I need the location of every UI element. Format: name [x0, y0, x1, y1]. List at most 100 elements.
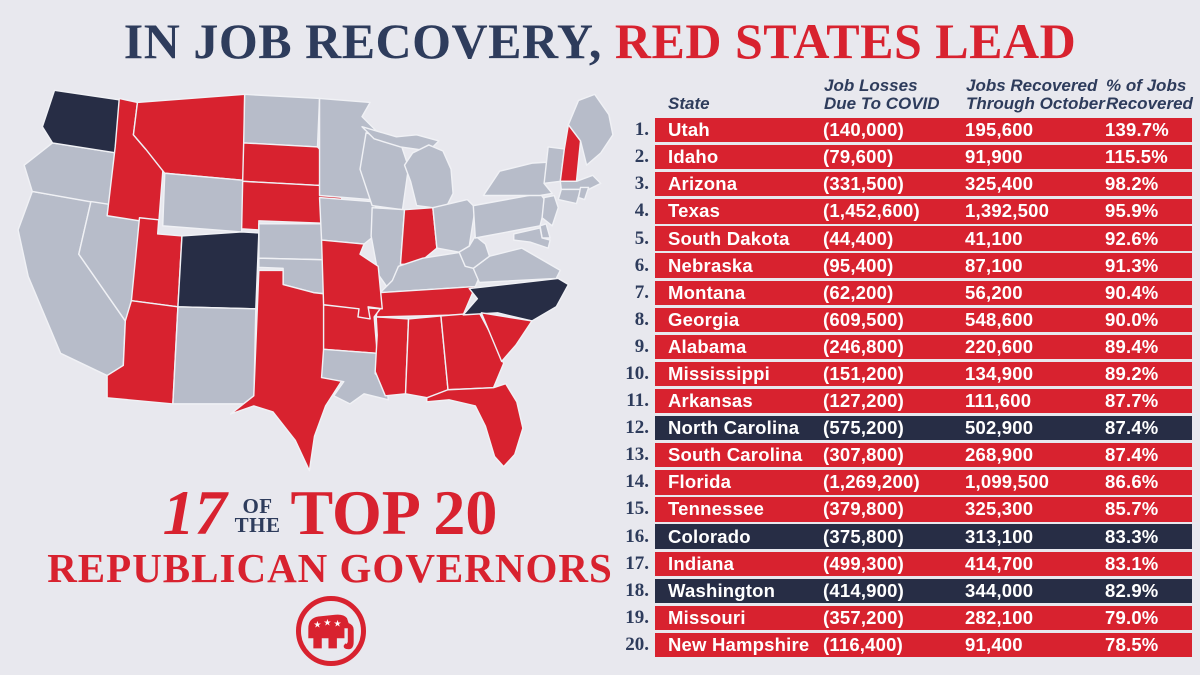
row-bar: Montana (62,200) 56,200 90.4%: [655, 280, 1192, 305]
star-icon: ★: [323, 618, 331, 628]
state-md: [513, 227, 551, 249]
row-recovered: 344,000: [965, 579, 1034, 601]
row-rank: 14.: [625, 471, 649, 493]
row-bar: Idaho (79,600) 91,900 115.5%: [655, 145, 1192, 170]
row-state: Nebraska: [668, 254, 753, 276]
row-rank: 9.: [634, 335, 649, 357]
row-losses: (1,269,200): [823, 471, 920, 493]
row-rank: 10.: [625, 362, 649, 384]
state-me: [567, 93, 614, 166]
row-bar: Washington (414,900) 344,000 82.9%: [655, 578, 1192, 603]
row-bar: Georgia (609,500) 548,600 90.0%: [655, 307, 1192, 332]
row-losses: (609,500): [823, 308, 904, 330]
row-bar: Tennessee (379,800) 325,300 85.7%: [655, 497, 1192, 522]
row-state: South Dakota: [668, 227, 790, 249]
row-rank: 19.: [625, 606, 649, 628]
row-pct: 89.2%: [1105, 362, 1159, 384]
row-pct: 91.3%: [1105, 254, 1159, 276]
table-row: 14. Florida (1,269,200) 1,099,500 86.6%: [622, 470, 1192, 495]
row-rank: 3.: [634, 173, 649, 195]
logo-ring: [296, 596, 366, 666]
state-fl: [426, 382, 524, 468]
table-row: 15. Tennessee (379,800) 325,300 85.7%: [622, 497, 1192, 522]
row-state: Colorado: [668, 525, 751, 547]
row-pct: 89.4%: [1105, 335, 1159, 357]
row-recovered: 220,600: [965, 335, 1034, 357]
row-rank: 2.: [634, 146, 649, 168]
state-nd: [242, 93, 321, 148]
row-bar: Texas (1,452,600) 1,392,500 95.9%: [655, 199, 1192, 224]
row-losses: (379,800): [823, 498, 904, 520]
row-bar: Colorado (375,800) 313,100 83.3%: [655, 524, 1192, 549]
row-losses: (79,600): [823, 146, 894, 168]
row-pct: 98.2%: [1105, 173, 1159, 195]
row-pct: 86.6%: [1105, 471, 1159, 493]
state-ut: [130, 217, 183, 308]
row-bar: South Dakota (44,400) 41,100 92.6%: [655, 226, 1192, 251]
state-in: [399, 206, 438, 266]
row-bar: South Carolina (307,800) 268,900 87.4%: [655, 443, 1192, 468]
title-prefix: IN JOB RECOVERY,: [123, 13, 615, 69]
table-row: 7. Montana (62,200) 56,200 90.4%: [622, 280, 1192, 305]
row-rank: 18.: [625, 579, 649, 601]
elephant-icon: ★ ★ ★: [308, 614, 354, 650]
state-ri: [577, 186, 590, 201]
row-pct: 87.4%: [1105, 417, 1159, 439]
state-nm: [172, 306, 257, 405]
row-losses: (246,800): [823, 335, 904, 357]
state-wv: [458, 235, 491, 270]
state-wa: [41, 89, 125, 154]
star-icon: ★: [313, 619, 321, 629]
tagline-line2: REPUBLICAN GOVERNORS: [47, 544, 613, 591]
row-rank: 6.: [634, 254, 649, 276]
row-state: Florida: [668, 471, 732, 493]
row-losses: (331,500): [823, 173, 904, 195]
row-recovered: 195,600: [965, 119, 1034, 141]
tagline-count: 17: [162, 477, 227, 548]
state-ar: [322, 304, 381, 355]
state-oh: [432, 198, 477, 253]
tagline-of: OF: [242, 493, 273, 518]
row-recovered: 268,900: [965, 444, 1034, 466]
page-title: IN JOB RECOVERY, RED STATES LEAD: [0, 12, 1200, 70]
state-mo: [320, 239, 383, 320]
row-losses: (1,452,600): [823, 200, 920, 222]
table-row: 13. South Carolina (307,800) 268,900 87.4%: [622, 443, 1192, 468]
table-row: 4. Texas (1,452,600) 1,392,500 95.9%: [622, 199, 1192, 224]
table-row: 2. Idaho (79,600) 91,900 115.5%: [622, 145, 1192, 170]
row-bar: New Hampshire (116,400) 91,400 78.5%: [655, 632, 1192, 658]
row-losses: (44,400): [823, 227, 894, 249]
row-recovered: 502,900: [965, 417, 1034, 439]
row-pct: 87.7%: [1105, 390, 1159, 412]
row-rank: 17.: [625, 552, 649, 574]
row-pct: 87.4%: [1105, 444, 1159, 466]
title-highlight: RED STATES LEAD: [614, 13, 1077, 69]
row-losses: (307,800): [823, 444, 904, 466]
table-row: 6. Nebraska (95,400) 87,100 91.3%: [622, 253, 1192, 278]
table-row: 20. New Hampshire (116,400) 91,400 78.5%: [622, 632, 1192, 658]
row-rank: 12.: [625, 417, 649, 439]
row-pct: 85.7%: [1105, 498, 1159, 520]
table-row: 19. Missouri (357,200) 282,100 79.0%: [622, 605, 1192, 630]
row-state: Arizona: [668, 173, 738, 195]
row-rank: 16.: [625, 525, 649, 547]
row-pct: 79.0%: [1105, 606, 1159, 628]
row-losses: (95,400): [823, 254, 894, 276]
row-pct: 115.5%: [1105, 146, 1168, 168]
row-state: Mississippi: [668, 362, 770, 384]
row-losses: (414,900): [823, 579, 904, 601]
row-rank: 20.: [625, 633, 649, 655]
row-rank: 8.: [634, 308, 649, 330]
row-losses: (151,200): [823, 362, 904, 384]
state-sd: [241, 142, 323, 187]
header-state: State: [668, 94, 710, 113]
row-state: South Carolina: [668, 444, 803, 466]
republican-elephant-logo: ★ ★ ★: [296, 596, 366, 666]
row-pct: 90.0%: [1105, 308, 1159, 330]
table-row: 9. Alabama (246,800) 220,600 89.4%: [622, 334, 1192, 360]
row-bar: Mississippi (151,200) 134,900 89.2%: [655, 361, 1192, 387]
row-losses: (116,400): [823, 633, 903, 655]
row-rank: 4.: [634, 200, 649, 222]
table-row: 18. Washington (414,900) 344,000 82.9%: [622, 578, 1192, 603]
row-rank: 13.: [625, 444, 649, 466]
